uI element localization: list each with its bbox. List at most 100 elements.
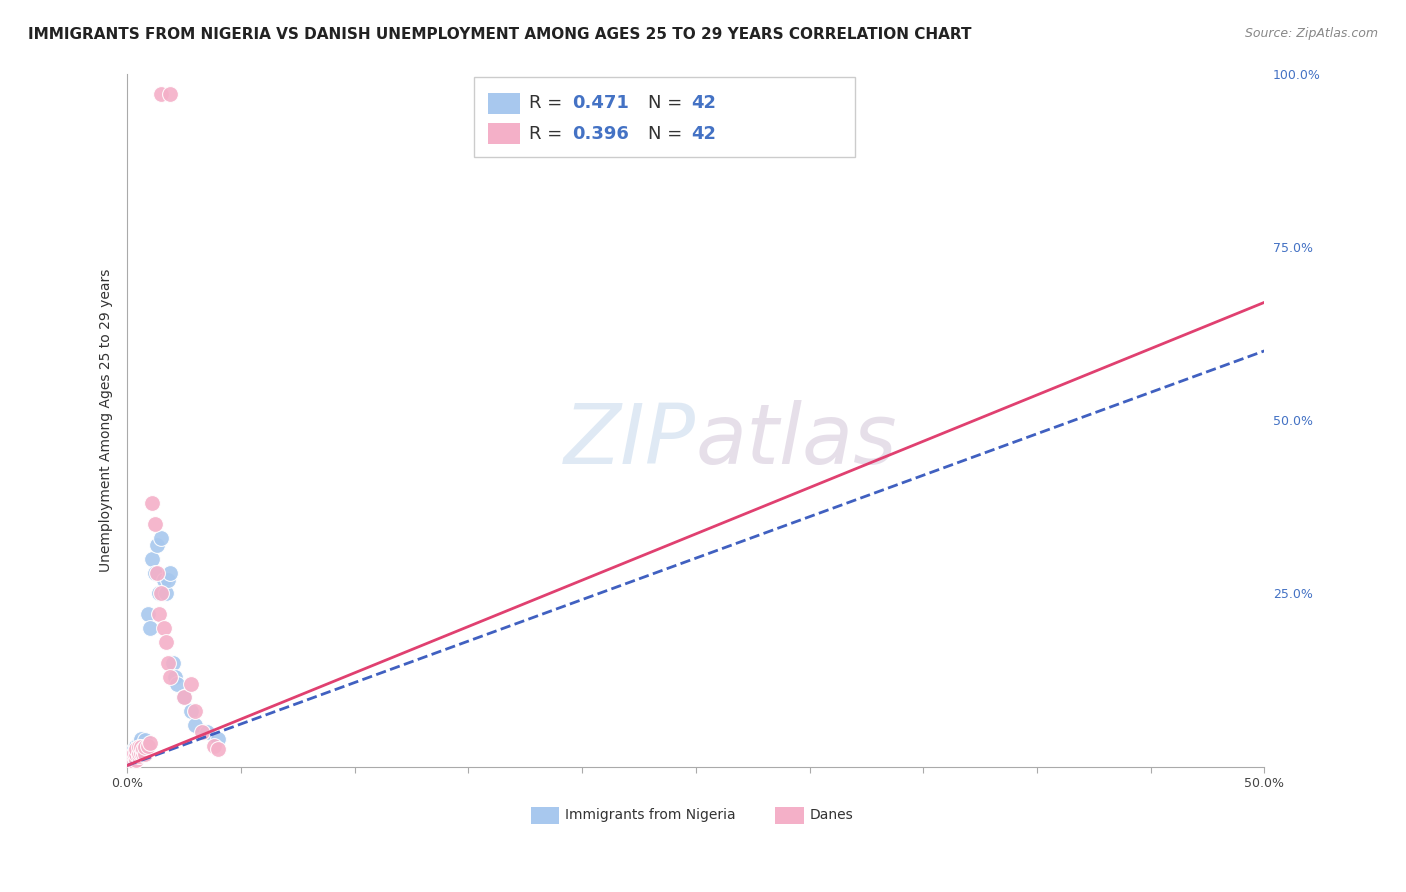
Point	[159, 87, 181, 102]
Point	[134, 747, 156, 762]
Point	[195, 725, 218, 739]
Point	[118, 751, 141, 765]
Point	[141, 551, 163, 566]
Point	[128, 740, 150, 755]
Point	[122, 749, 145, 764]
Point	[180, 676, 202, 690]
Point	[166, 676, 188, 690]
Point	[121, 753, 143, 767]
Point	[148, 607, 170, 622]
Point	[162, 656, 184, 670]
FancyBboxPatch shape	[531, 806, 560, 824]
Point	[134, 742, 156, 756]
Point	[118, 751, 141, 765]
Text: Source: ZipAtlas.com: Source: ZipAtlas.com	[1244, 27, 1378, 40]
Point	[155, 635, 177, 649]
Point	[121, 751, 143, 765]
Point	[122, 749, 145, 764]
Point	[128, 746, 150, 760]
Text: R =: R =	[529, 95, 568, 112]
Point	[121, 747, 143, 762]
Text: 42: 42	[692, 125, 716, 143]
Point	[125, 745, 148, 759]
Point	[202, 739, 225, 753]
Point	[150, 531, 173, 545]
Point	[143, 517, 166, 532]
Text: ZIP: ZIP	[564, 401, 696, 482]
Point	[155, 586, 177, 600]
Text: Danes: Danes	[810, 808, 853, 822]
Text: atlas: atlas	[696, 401, 897, 482]
Point	[122, 742, 145, 756]
Point	[207, 742, 229, 756]
Text: N =: N =	[648, 125, 688, 143]
Text: 0.471: 0.471	[572, 95, 628, 112]
Point	[129, 739, 152, 753]
Point	[152, 573, 174, 587]
Point	[132, 742, 155, 756]
Point	[129, 732, 152, 747]
Text: N =: N =	[648, 95, 688, 112]
Point	[134, 733, 156, 747]
Point	[173, 690, 195, 705]
Point	[121, 749, 143, 764]
Point	[148, 586, 170, 600]
Text: 0.396: 0.396	[572, 125, 628, 143]
FancyBboxPatch shape	[488, 123, 520, 145]
Point	[163, 670, 186, 684]
Point	[136, 739, 159, 753]
Text: Immigrants from Nigeria: Immigrants from Nigeria	[565, 808, 735, 822]
Text: R =: R =	[529, 125, 568, 143]
Point	[139, 621, 162, 635]
Point	[122, 746, 145, 760]
Point	[128, 735, 150, 749]
FancyBboxPatch shape	[474, 77, 855, 157]
FancyBboxPatch shape	[488, 93, 520, 114]
Y-axis label: Unemployment Among Ages 25 to 29 years: Unemployment Among Ages 25 to 29 years	[100, 268, 114, 572]
Point	[128, 749, 150, 764]
Point	[139, 735, 162, 749]
Point	[159, 670, 181, 684]
Point	[173, 690, 195, 705]
Point	[146, 538, 169, 552]
Point	[157, 573, 180, 587]
Point	[118, 754, 141, 768]
Point	[132, 747, 155, 762]
Point	[146, 566, 169, 580]
Point	[191, 725, 214, 739]
Point	[125, 742, 148, 756]
Point	[122, 754, 145, 768]
Point	[141, 496, 163, 510]
Point	[159, 566, 181, 580]
FancyBboxPatch shape	[776, 806, 804, 824]
Point	[118, 754, 141, 768]
Point	[136, 607, 159, 622]
Point	[207, 732, 229, 747]
Point	[180, 704, 202, 718]
Point	[117, 756, 139, 771]
Point	[118, 753, 141, 767]
Point	[128, 746, 150, 760]
Point	[125, 749, 148, 764]
Point	[122, 751, 145, 765]
Point	[150, 586, 173, 600]
Point	[122, 753, 145, 767]
Point	[132, 742, 155, 756]
Point	[132, 738, 155, 752]
Point	[122, 746, 145, 760]
Point	[134, 740, 156, 755]
Point	[152, 621, 174, 635]
Point	[125, 747, 148, 762]
Point	[128, 742, 150, 756]
Point	[125, 753, 148, 767]
Point	[157, 656, 180, 670]
Point	[120, 749, 142, 764]
Point	[117, 756, 139, 771]
Point	[143, 566, 166, 580]
Point	[118, 753, 141, 767]
Point	[125, 739, 148, 753]
Point	[129, 740, 152, 755]
Point	[129, 746, 152, 760]
Point	[120, 756, 142, 770]
Point	[184, 704, 207, 718]
